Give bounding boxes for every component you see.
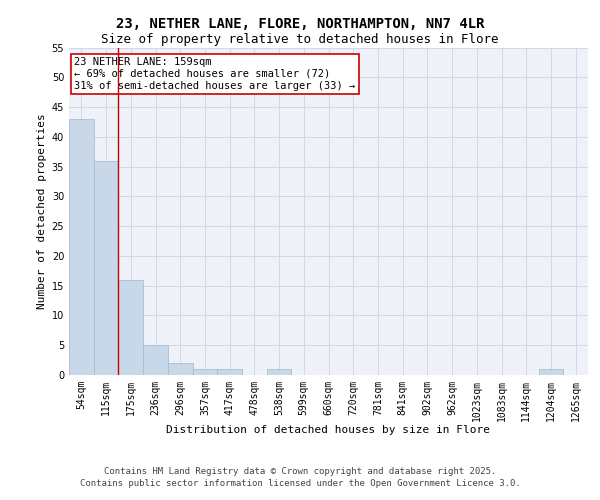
Bar [168, 363, 193, 375]
Bar [94, 160, 118, 375]
X-axis label: Distribution of detached houses by size in Flore: Distribution of detached houses by size … [167, 425, 491, 435]
Bar [143, 345, 168, 375]
Y-axis label: Number of detached properties: Number of detached properties [37, 114, 47, 309]
Bar [217, 369, 242, 375]
Bar [267, 369, 292, 375]
Text: Contains HM Land Registry data © Crown copyright and database right 2025.
Contai: Contains HM Land Registry data © Crown c… [80, 466, 520, 487]
Bar [118, 280, 143, 375]
Bar [193, 369, 217, 375]
Text: Size of property relative to detached houses in Flore: Size of property relative to detached ho… [101, 32, 499, 46]
Text: 23, NETHER LANE, FLORE, NORTHAMPTON, NN7 4LR: 23, NETHER LANE, FLORE, NORTHAMPTON, NN7… [116, 18, 484, 32]
Text: 23 NETHER LANE: 159sqm
← 69% of detached houses are smaller (72)
31% of semi-det: 23 NETHER LANE: 159sqm ← 69% of detached… [74, 58, 355, 90]
Bar [539, 369, 563, 375]
Bar [69, 119, 94, 375]
